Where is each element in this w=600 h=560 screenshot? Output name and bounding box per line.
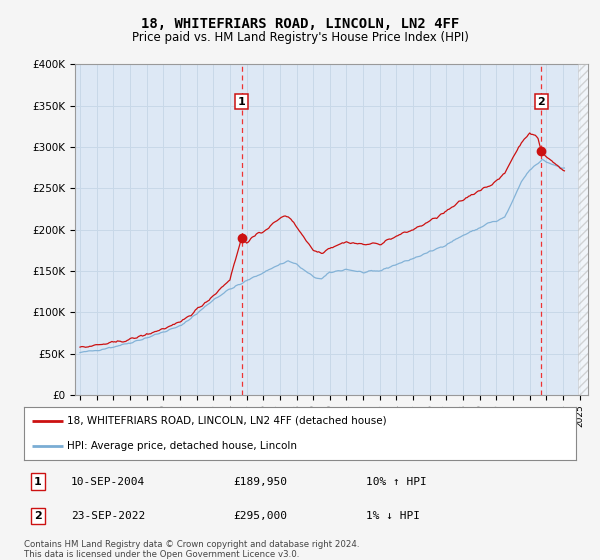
Text: 18, WHITEFRIARS ROAD, LINCOLN, LN2 4FF: 18, WHITEFRIARS ROAD, LINCOLN, LN2 4FF bbox=[141, 17, 459, 31]
Text: 1: 1 bbox=[238, 96, 245, 106]
Text: 10% ↑ HPI: 10% ↑ HPI bbox=[366, 477, 427, 487]
Text: This data is licensed under the Open Government Licence v3.0.: This data is licensed under the Open Gov… bbox=[24, 550, 299, 559]
Text: £295,000: £295,000 bbox=[234, 511, 288, 521]
Text: 10-SEP-2004: 10-SEP-2004 bbox=[71, 477, 145, 487]
Text: 1: 1 bbox=[34, 477, 41, 487]
Text: 2: 2 bbox=[34, 511, 41, 521]
Text: HPI: Average price, detached house, Lincoln: HPI: Average price, detached house, Linc… bbox=[67, 441, 297, 451]
Text: 2: 2 bbox=[538, 96, 545, 106]
Text: Price paid vs. HM Land Registry's House Price Index (HPI): Price paid vs. HM Land Registry's House … bbox=[131, 31, 469, 44]
Text: £189,950: £189,950 bbox=[234, 477, 288, 487]
Text: 18, WHITEFRIARS ROAD, LINCOLN, LN2 4FF (detached house): 18, WHITEFRIARS ROAD, LINCOLN, LN2 4FF (… bbox=[67, 416, 386, 426]
Text: Contains HM Land Registry data © Crown copyright and database right 2024.: Contains HM Land Registry data © Crown c… bbox=[24, 540, 359, 549]
Bar bbox=[578, 64, 588, 395]
Text: 23-SEP-2022: 23-SEP-2022 bbox=[71, 511, 145, 521]
Text: 1% ↓ HPI: 1% ↓ HPI bbox=[366, 511, 420, 521]
